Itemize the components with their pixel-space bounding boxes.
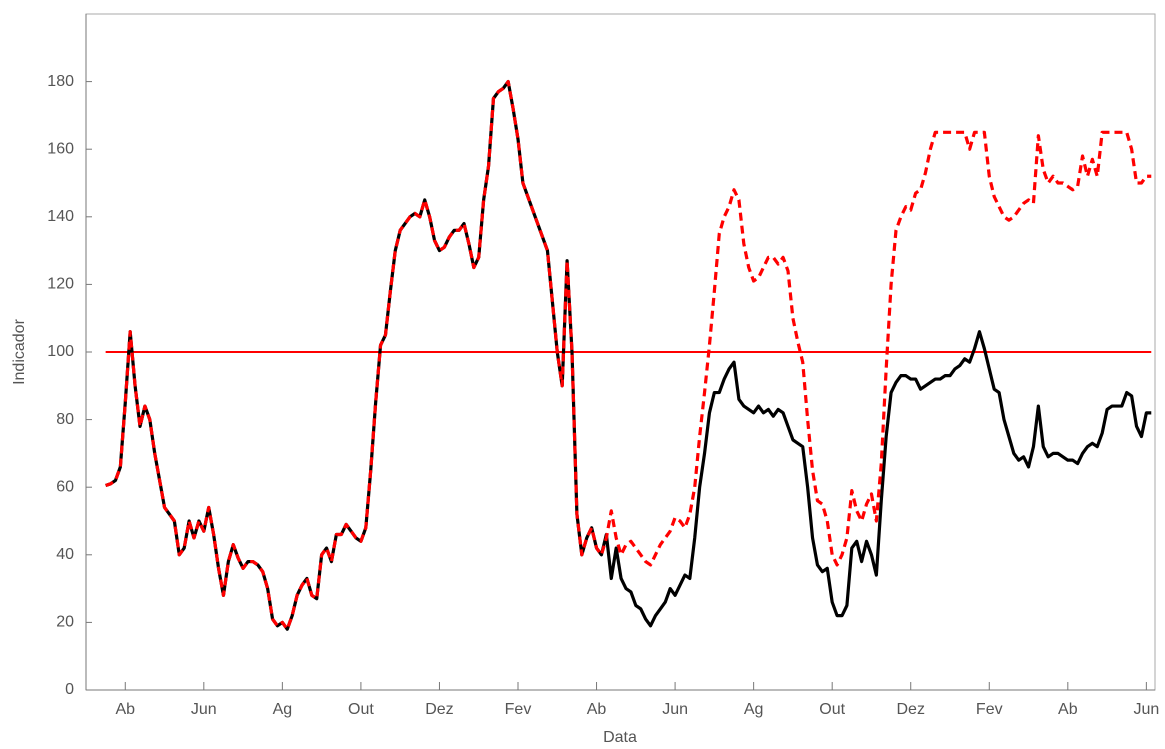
series-line (105, 80, 1152, 631)
x-tick-label: Ab (587, 701, 607, 718)
x-tick-label: Out (348, 701, 374, 718)
y-tick-label: 140 (47, 208, 74, 225)
x-tick-label: Jun (662, 701, 688, 718)
y-tick-label: 120 (47, 276, 74, 293)
x-tick-label: Ab (1058, 701, 1078, 718)
y-tick-label: 80 (56, 411, 74, 428)
x-tick-label: Ag (273, 701, 293, 718)
y-tick-label: 160 (47, 140, 74, 157)
y-tick-label: 100 (47, 343, 74, 360)
x-tick-label: Jun (191, 701, 217, 718)
x-tick-label: Dez (425, 701, 453, 718)
x-tick-label: Dez (896, 701, 924, 718)
series-line (105, 80, 1152, 631)
y-tick-label: 20 (56, 614, 74, 631)
y-tick-label: 60 (56, 478, 74, 495)
x-tick-label: Jun (1133, 701, 1159, 718)
y-tick-label: 180 (47, 73, 74, 90)
x-tick-label: Fev (505, 701, 532, 718)
y-tick-label: 40 (56, 546, 74, 563)
x-tick-label: Ag (744, 701, 764, 718)
x-tick-label: Ab (115, 701, 135, 718)
x-tick-label: Fev (976, 701, 1003, 718)
y-tick-label: 0 (65, 681, 74, 698)
x-tick-label: Out (819, 701, 845, 718)
y-axis-label: Indicador (11, 318, 28, 384)
x-axis-label: Data (603, 729, 637, 746)
